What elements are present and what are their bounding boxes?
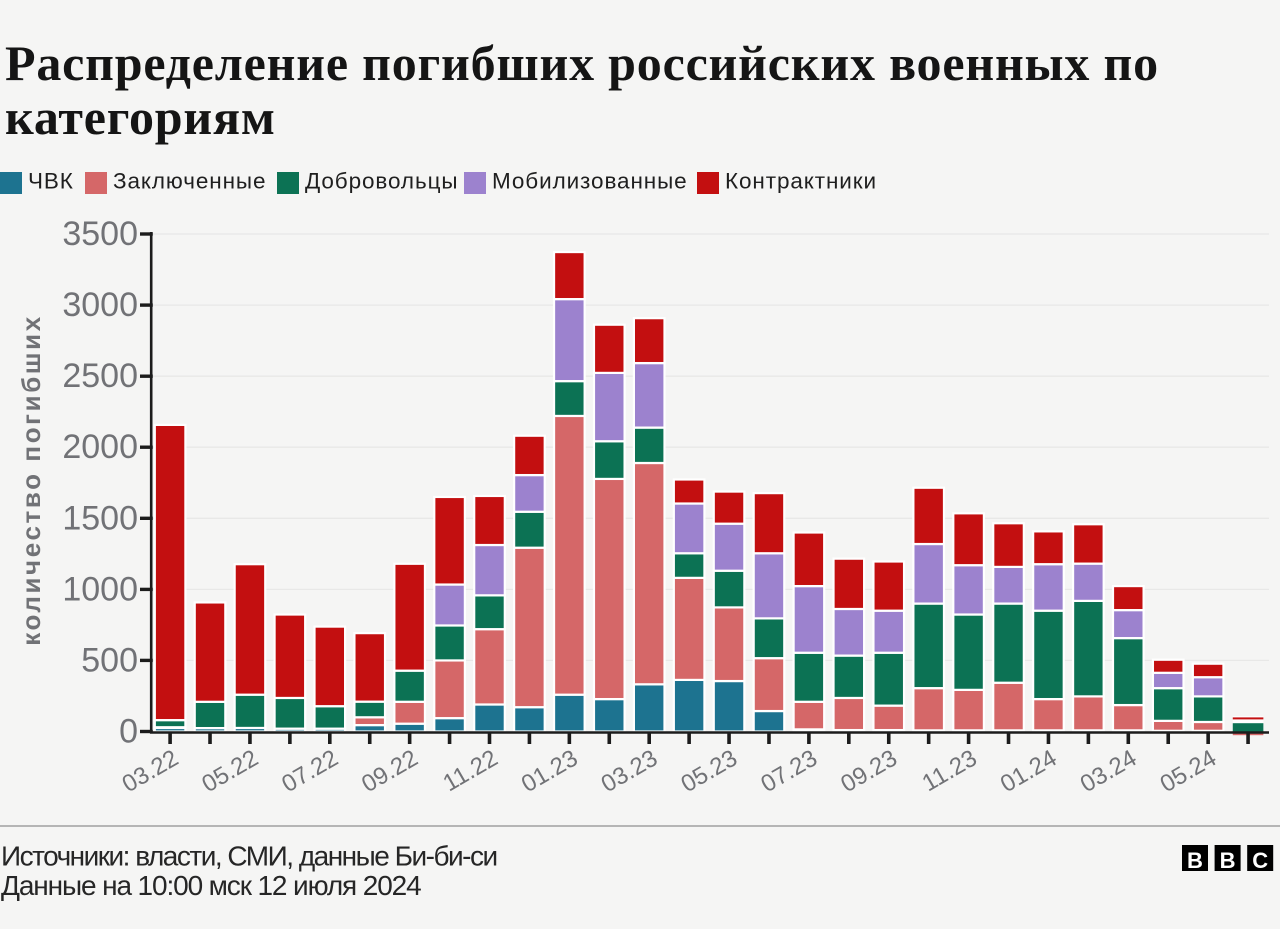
svg-text:0: 0 — [119, 713, 138, 751]
svg-text:C: C — [1252, 848, 1268, 873]
svg-text:Заключенные: Заключенные — [113, 169, 266, 194]
svg-text:B: B — [1187, 848, 1203, 873]
svg-text:Мобилизованные: Мобилизованные — [492, 169, 688, 194]
svg-text:Добровольцы: Добровольцы — [305, 169, 458, 194]
svg-text:B: B — [1220, 848, 1236, 873]
svg-text:категориям: категориям — [5, 89, 276, 145]
svg-text:1500: 1500 — [62, 499, 138, 537]
svg-text:Контрактники: Контрактники — [725, 169, 877, 194]
svg-text:Источники: власти, СМИ, данные: Источники: власти, СМИ, данные Би-би-си — [1, 841, 497, 872]
svg-text:количество погибших: количество погибших — [16, 314, 46, 646]
svg-text:ЧВК: ЧВК — [28, 169, 74, 194]
svg-text:3000: 3000 — [62, 286, 138, 324]
svg-text:500: 500 — [81, 641, 138, 679]
svg-text:Распределение погибших российс: Распределение погибших российских военны… — [5, 35, 1159, 91]
svg-text:2500: 2500 — [62, 357, 138, 395]
svg-text:2000: 2000 — [62, 428, 138, 466]
svg-text:Данные на 10:00 мск 12 июля 20: Данные на 10:00 мск 12 июля 2024 — [1, 870, 421, 901]
svg-text:1000: 1000 — [62, 570, 138, 608]
svg-text:3500: 3500 — [62, 215, 138, 253]
